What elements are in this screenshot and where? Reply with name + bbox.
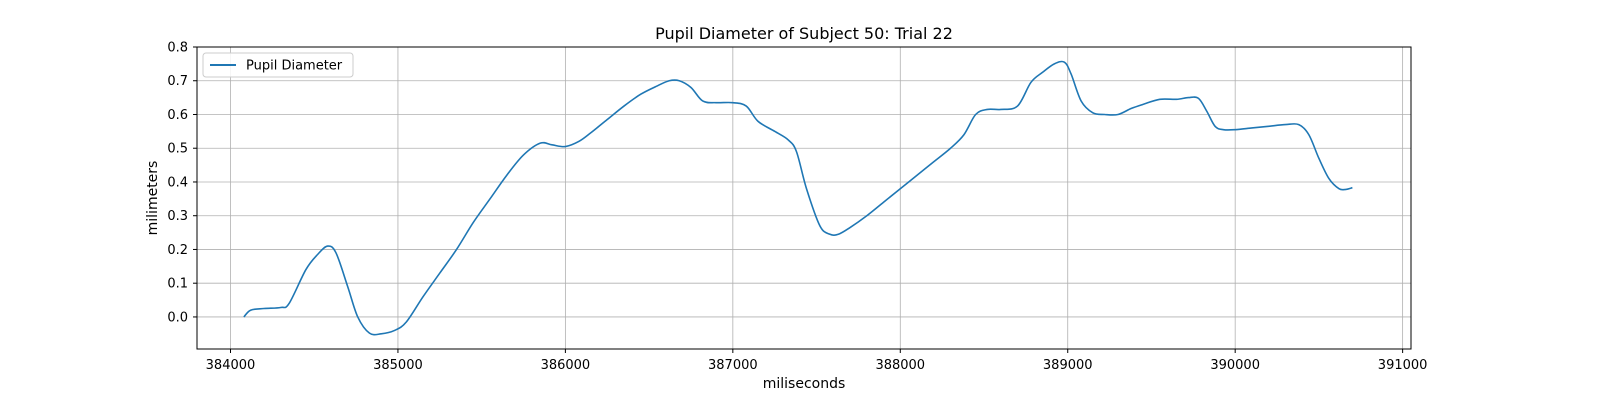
legend: Pupil Diameter: [202, 52, 354, 78]
series-layer: [243, 60, 1353, 336]
x-tick-label: 389000: [1043, 358, 1093, 373]
y-tick-label: 0.0: [167, 310, 188, 325]
series-line-pupil-diameter: [243, 60, 1353, 336]
x-tick-label: 386000: [541, 358, 591, 373]
grid-lines: [197, 46, 1411, 349]
x-tick-label: 391000: [1378, 358, 1428, 373]
y-axis-ticks: 0.0 0.1 0.2 0.3 0.4 0.5 0.6 0.7 0.8: [167, 41, 197, 325]
chart-title: Pupil Diameter of Subject 50: Trial 22: [655, 24, 953, 43]
y-tick-label: 0.1: [167, 277, 188, 292]
y-tick-label: 0.6: [167, 108, 188, 123]
x-tick-label: 390000: [1210, 358, 1260, 373]
y-tick-label: 0.3: [167, 209, 188, 224]
legend-entry-pupil-diameter: Pupil Diameter: [246, 59, 343, 74]
x-tick-label: 384000: [206, 358, 256, 373]
x-tick-label: 387000: [708, 358, 758, 373]
y-tick-label: 0.4: [167, 175, 188, 190]
x-tick-label: 385000: [373, 358, 423, 373]
x-axis-label: miliseconds: [763, 376, 846, 392]
y-axis-label: milimeters: [145, 161, 161, 236]
y-tick-label: 0.7: [167, 74, 188, 89]
x-axis-ticks: 384000 385000 386000 387000 388000 389000 3900…: [206, 349, 1428, 373]
plot-frame: [196, 46, 1412, 350]
y-tick-label: 0.2: [167, 243, 188, 258]
y-tick-label: 0.5: [167, 142, 188, 157]
legend-box: [202, 52, 354, 78]
y-tick-label: 0.8: [167, 41, 188, 56]
x-tick-label: 388000: [875, 358, 925, 373]
